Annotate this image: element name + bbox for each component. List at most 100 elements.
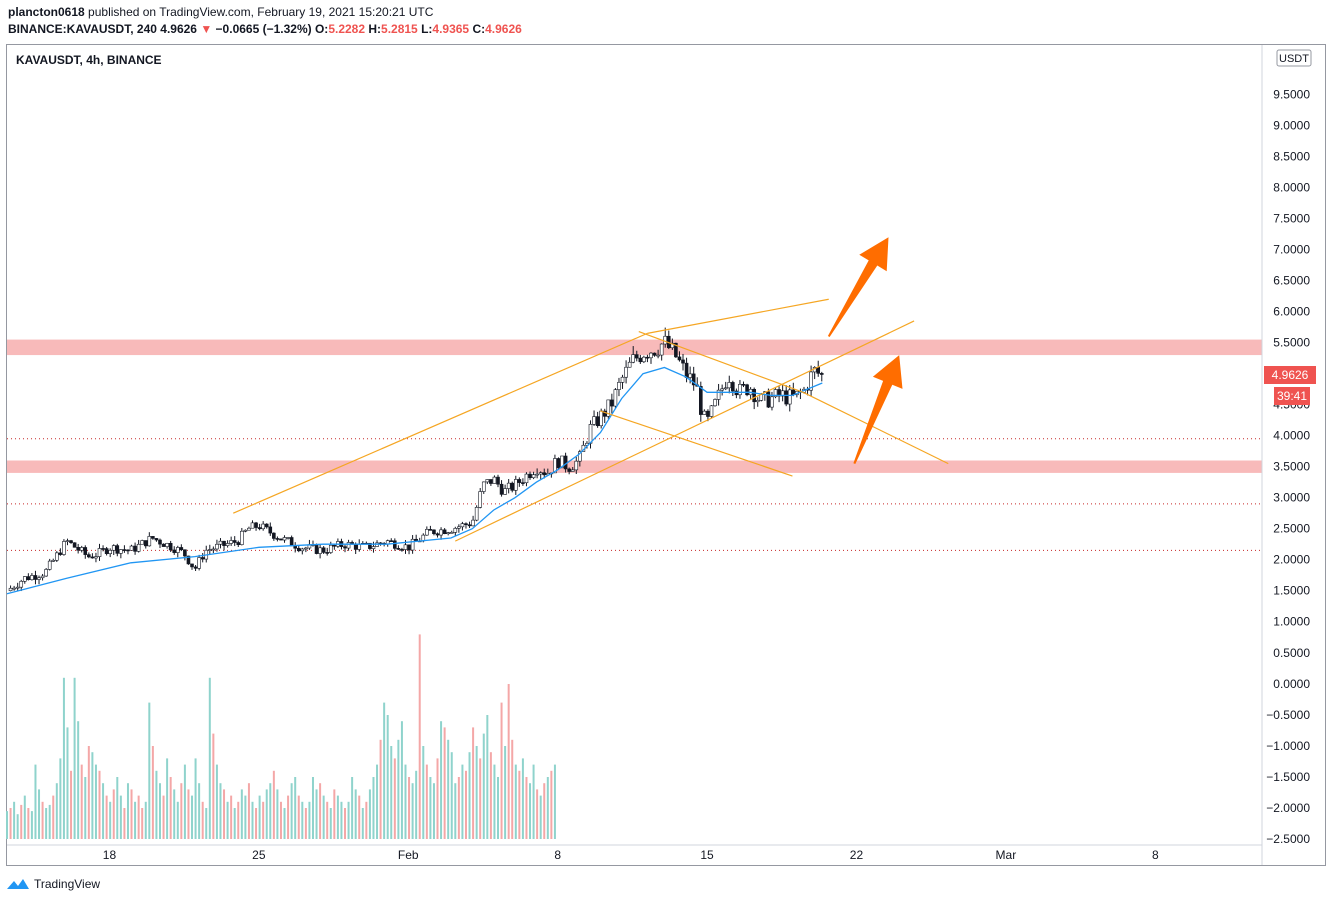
candle-body	[62, 541, 66, 555]
candle-body	[314, 544, 319, 554]
moving-average-line	[6, 366, 823, 595]
volume-bar	[354, 789, 357, 839]
y-tick-label: 6.0000	[1273, 305, 1310, 319]
volume-bar	[347, 801, 350, 839]
chart-frame[interactable]	[6, 44, 1326, 866]
volume-bar	[422, 746, 425, 839]
tradingview-footer[interactable]: TradingView	[6, 877, 100, 891]
candle-body	[716, 389, 721, 400]
y-tick-label: 7.0000	[1273, 243, 1310, 257]
candle-body	[464, 523, 468, 526]
volume-bar	[94, 764, 97, 839]
candle-body	[119, 549, 123, 554]
low-value: 4.9365	[432, 22, 470, 36]
x-tick-label: 25	[252, 848, 266, 862]
volume-bar	[301, 801, 304, 839]
candle-body	[435, 533, 440, 536]
candle-body	[606, 399, 611, 417]
volume-bar	[500, 702, 503, 839]
candle-body	[670, 342, 675, 349]
candle-body	[674, 342, 678, 358]
candle-body	[766, 391, 771, 408]
candle-body	[659, 343, 664, 356]
open-value: 5.2282	[328, 22, 366, 36]
volume-bar	[447, 739, 450, 839]
volume-bar	[91, 752, 94, 839]
candle-body	[389, 540, 394, 542]
volume-bar	[173, 789, 176, 839]
candle-body	[521, 482, 525, 484]
y-tick-label: 3.5000	[1273, 460, 1310, 474]
candle-body	[481, 481, 486, 492]
candle-body	[236, 542, 241, 545]
volume-bar	[87, 746, 90, 839]
candle-body	[745, 384, 749, 396]
volume-bar	[70, 770, 73, 839]
candle-body	[197, 557, 201, 569]
candle-body	[264, 523, 269, 528]
open-label: O:	[314, 22, 329, 36]
candle-body	[542, 472, 547, 476]
volume-bar	[223, 789, 226, 839]
volume-bar	[418, 634, 421, 839]
volume-bar	[461, 764, 464, 839]
candle-body	[122, 549, 127, 551]
x-tick-label: 8	[554, 848, 561, 862]
y-tick-label: 6.5000	[1273, 274, 1310, 288]
trendline-2	[454, 320, 915, 542]
candle-body	[328, 544, 333, 553]
candle-body	[300, 548, 305, 552]
volume-bar	[546, 777, 549, 839]
volume-bar	[48, 804, 51, 839]
candle-body	[503, 488, 507, 495]
close-value: 4.9626	[485, 22, 522, 36]
volume-bar	[315, 789, 318, 839]
candle-body	[731, 382, 735, 392]
volume-bar	[247, 783, 250, 839]
candle-body	[254, 522, 258, 528]
volume-bar	[329, 808, 332, 839]
candle-body	[175, 547, 180, 553]
volume-bar	[297, 795, 300, 839]
y-tick-label: 8.5000	[1273, 150, 1310, 164]
currency-badge[interactable]: USDT	[1276, 49, 1312, 67]
x-tick-label: 18	[103, 848, 117, 862]
volume-bar	[304, 808, 307, 839]
candle-body	[143, 540, 148, 547]
volume-bar	[536, 789, 539, 839]
candle-body	[592, 416, 596, 425]
volume-bar	[436, 758, 439, 839]
high-value: 5.2815	[381, 22, 418, 36]
volume-bar	[279, 801, 282, 839]
author-name[interactable]: plancton0618	[8, 5, 85, 19]
volume-bar	[77, 721, 80, 839]
volume-bar	[148, 702, 151, 839]
down-arrow-icon: ▼	[200, 22, 213, 36]
y-tick-label: 7.5000	[1273, 212, 1310, 226]
candle-body	[787, 389, 792, 405]
candle-body	[190, 563, 194, 568]
volume-bar	[287, 795, 290, 839]
volume-bar	[319, 783, 322, 839]
volume-bar	[141, 808, 144, 839]
volume-bar	[397, 739, 400, 839]
volume-bar	[212, 733, 215, 839]
candle-body	[524, 473, 529, 484]
candle-body	[44, 569, 48, 577]
volume-bar	[23, 795, 26, 839]
candle-body	[12, 587, 16, 590]
volume-bar	[404, 764, 407, 839]
candle-body	[553, 458, 557, 474]
candle-body	[588, 424, 593, 444]
candle-body	[325, 552, 330, 554]
trendline-0	[233, 332, 648, 514]
volume-bar	[361, 808, 364, 839]
volume-bar	[514, 764, 517, 839]
tradingview-logo-icon	[7, 879, 29, 889]
volume-bar	[496, 777, 499, 839]
candle-body	[257, 527, 262, 530]
volume-bar	[162, 795, 165, 839]
close-label: C:	[472, 22, 486, 36]
volume-bar	[493, 764, 496, 839]
